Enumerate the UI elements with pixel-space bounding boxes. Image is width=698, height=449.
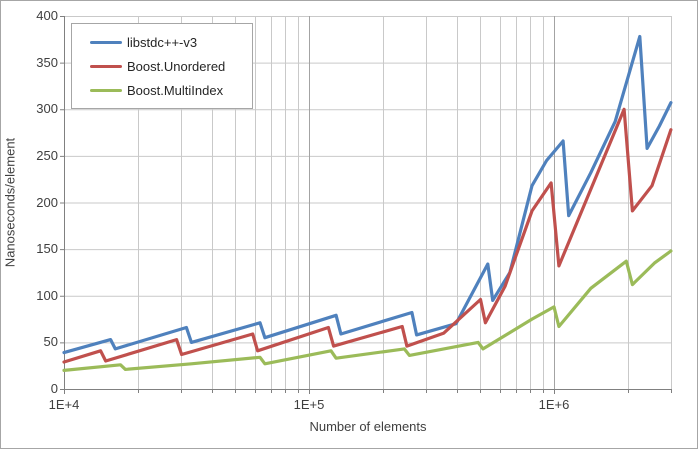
legend-line-swatch	[90, 40, 122, 44]
legend-label: Boost.Unordered	[127, 58, 226, 74]
y-tick-label: 50	[43, 334, 58, 350]
legend-label: libstdc++-v3	[127, 34, 198, 50]
y-tick-label: 150	[36, 241, 58, 257]
y-tick-label: 100	[36, 287, 58, 303]
series-line-boost-multiindex	[62, 249, 673, 372]
y-tick-label: 400	[36, 8, 58, 23]
legend-item: Boost.MultiIndex	[90, 80, 252, 100]
y-tick-label: 0	[50, 381, 58, 396]
x-tick-label: 1E+5	[293, 397, 325, 412]
legend-line-swatch	[90, 88, 122, 92]
y-tick-label: 300	[36, 101, 58, 117]
y-tick-label: 350	[36, 54, 58, 70]
legend-item: Boost.Unordered	[90, 56, 252, 76]
x-tick-label: 1E+6	[538, 397, 570, 412]
series-line-libstdc-v3	[62, 34, 673, 355]
y-axis-title: Nanoseconds/element	[2, 137, 18, 268]
y-tick-label: 250	[36, 147, 58, 163]
legend-label: Boost.MultiIndex	[127, 82, 224, 98]
legend-line-swatch	[90, 64, 122, 68]
series-line-boost-unordered	[62, 107, 673, 364]
x-tick-label: 1E+4	[48, 397, 80, 412]
legend-item: libstdc++-v3	[90, 32, 252, 52]
x-axis-title: Number of elements	[309, 419, 427, 434]
legend-box: libstdc++-v3 Boost.Unordered Boost.MultiIn…	[71, 23, 253, 109]
y-tick-label: 200	[36, 194, 58, 210]
